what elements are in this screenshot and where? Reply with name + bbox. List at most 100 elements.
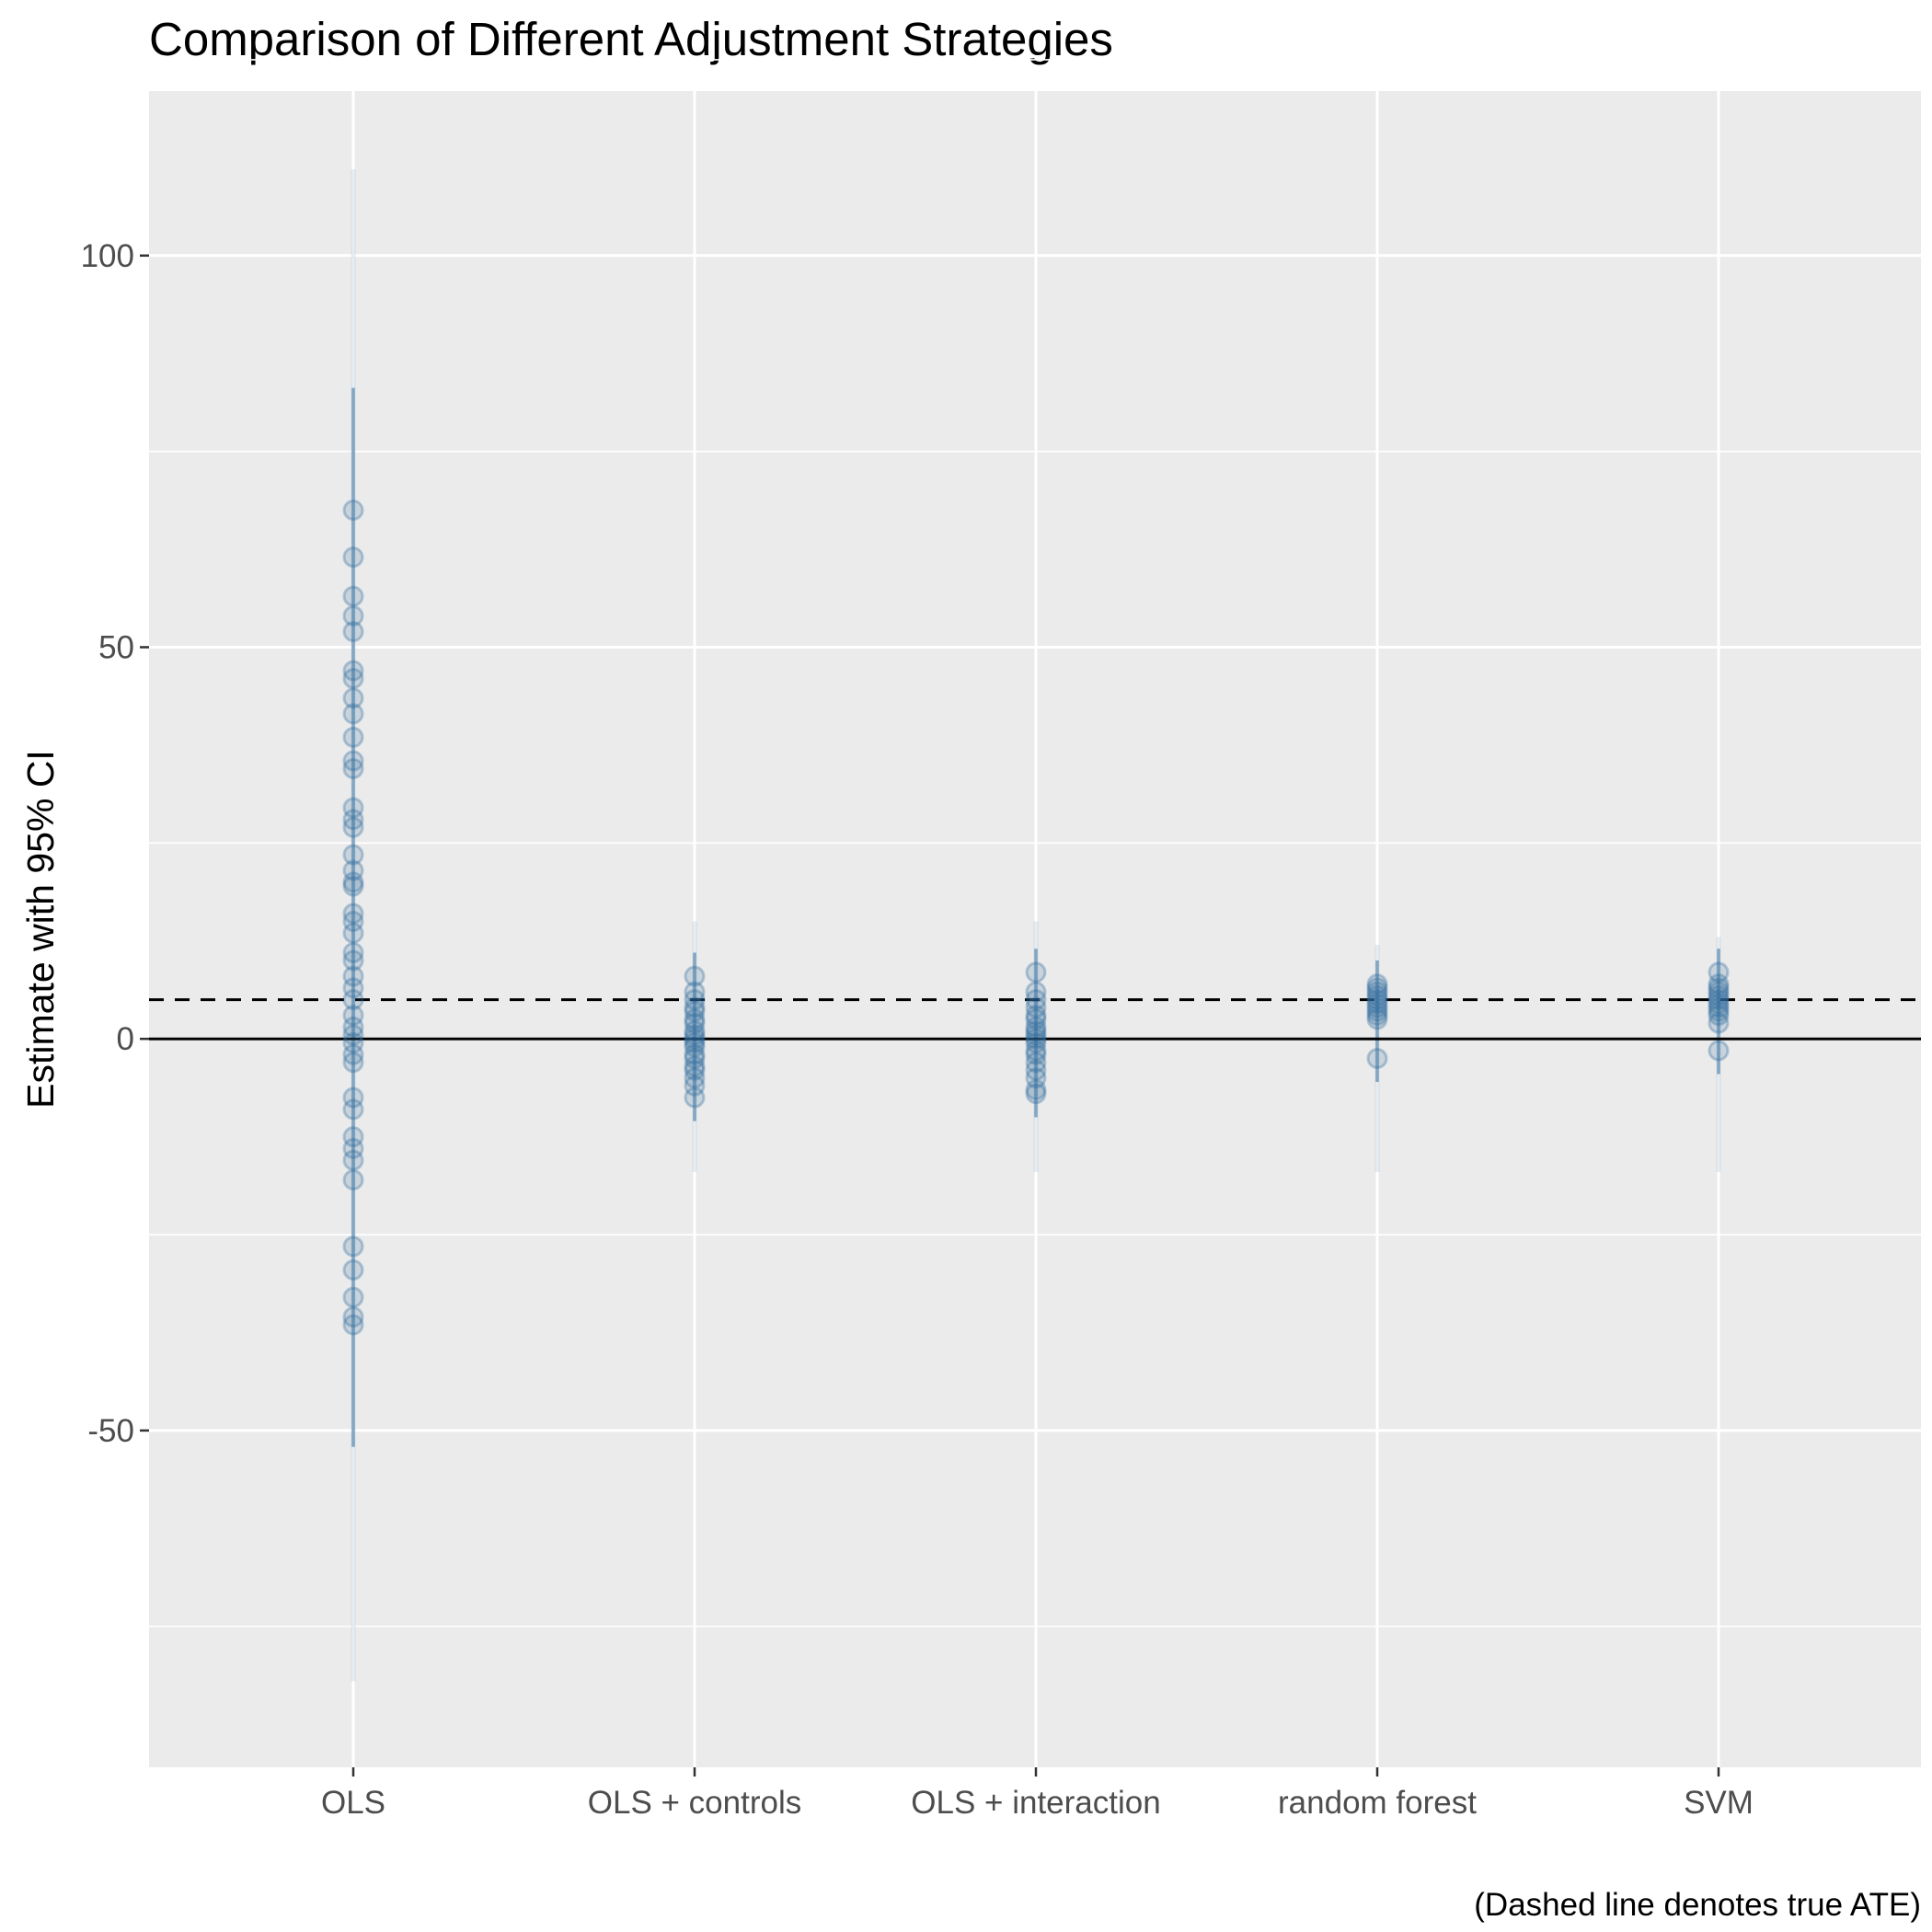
estimate-point — [684, 1031, 706, 1053]
estimate-point — [1366, 1000, 1388, 1022]
estimate-point — [342, 604, 364, 627]
estimate-point — [1366, 1005, 1388, 1027]
estimate-point — [684, 1028, 706, 1050]
estimate-point — [684, 981, 706, 1003]
estimate-point — [684, 1067, 706, 1089]
y-tick-label: 50 — [98, 629, 134, 665]
estimate-point — [1025, 1052, 1047, 1074]
estimate-point — [1025, 1079, 1047, 1101]
chart-title: Comparison of Different Adjustment Strat… — [149, 13, 1113, 65]
estimate-point — [1366, 996, 1388, 1018]
y-tick-label: 0 — [117, 1021, 134, 1057]
estimate-point — [1708, 1000, 1730, 1022]
axes: 100 50 0 -50 OLS OLS + controls OLS + interact… — [81, 238, 1754, 1821]
estimate-point — [342, 1016, 364, 1038]
estimate-point — [342, 809, 364, 831]
estimate-point — [684, 1075, 706, 1097]
estimate-point — [342, 1149, 364, 1171]
estimate-point — [1025, 1020, 1047, 1042]
estimate-point — [1708, 1012, 1730, 1034]
estimate-point — [342, 1031, 364, 1053]
estimate-point — [342, 875, 364, 897]
estimate-point — [684, 1043, 706, 1065]
estimate-point — [1025, 1005, 1047, 1027]
estimate-point — [1366, 977, 1388, 999]
estimate-point — [342, 922, 364, 944]
estimate-point — [1708, 1005, 1730, 1027]
estimate-point — [342, 1259, 364, 1281]
estimate-point — [1366, 993, 1388, 1015]
estimate-point — [684, 1047, 706, 1069]
estimate-point — [342, 620, 364, 642]
estimate-point — [342, 546, 364, 569]
estimate-point — [684, 1012, 706, 1034]
estimate-point — [342, 703, 364, 725]
reference-lines — [149, 998, 1921, 1041]
estimate-point — [342, 1168, 364, 1190]
estimate-point — [342, 585, 364, 607]
estimate-point — [1025, 1083, 1047, 1105]
estimate-point — [342, 750, 364, 772]
estimate-point — [342, 1024, 364, 1046]
estimate-point — [1025, 981, 1047, 1003]
y-axis-title: Estimate with 95% CI — [19, 750, 62, 1109]
estimate-point — [342, 1137, 364, 1159]
estimate-point — [1708, 973, 1730, 995]
estimate-point — [342, 1087, 364, 1109]
estimate-point — [342, 1043, 364, 1065]
estimate-point — [342, 668, 364, 690]
estimate-point — [342, 726, 364, 748]
estimate-point — [342, 1314, 364, 1336]
estimate-point — [684, 1008, 706, 1030]
estimate-point — [342, 816, 364, 838]
confidence-intervals — [351, 169, 1721, 1682]
estimate-point — [342, 903, 364, 925]
estimate-point — [1025, 996, 1047, 1018]
estimate-point — [684, 965, 706, 987]
estimate-point — [342, 989, 364, 1011]
estimate-point — [1025, 1067, 1047, 1089]
estimate-point — [1025, 1016, 1047, 1038]
estimate-point — [342, 871, 364, 893]
estimate-point — [1025, 1059, 1047, 1081]
estimate-point — [342, 965, 364, 987]
estimate-point — [1708, 1040, 1730, 1062]
estimate-point — [1708, 977, 1730, 999]
estimate-point — [342, 1305, 364, 1328]
estimate-point — [1025, 989, 1047, 1011]
y-tick-label: 100 — [81, 238, 134, 274]
estimate-point — [342, 1286, 364, 1308]
estimate-point — [1025, 1043, 1047, 1065]
estimate-point — [1366, 1047, 1388, 1069]
estimate-point — [1025, 961, 1047, 983]
estimate-point — [684, 1059, 706, 1081]
estimate-point — [684, 1024, 706, 1046]
y-tick-label: -50 — [87, 1413, 134, 1449]
estimate-point — [1025, 1040, 1047, 1062]
chart-caption: (Dashed line denotes true ATE) — [1474, 1887, 1921, 1923]
estimate-point — [1366, 1008, 1388, 1030]
estimate-point — [342, 500, 364, 521]
estimate-point — [684, 1036, 706, 1058]
estimate-point — [342, 859, 364, 881]
estimate-point — [342, 797, 364, 819]
estimate-point — [342, 977, 364, 999]
estimate-point — [684, 996, 706, 1018]
estimate-point — [1708, 981, 1730, 1003]
estimate-point — [342, 1236, 364, 1258]
estimate-point — [342, 844, 364, 866]
estimate-point — [342, 1126, 364, 1148]
estimate-point — [1025, 1008, 1047, 1030]
estimate-points — [342, 500, 1730, 1336]
estimate-point — [1025, 1031, 1047, 1053]
x-tick-label: OLS — [321, 1785, 385, 1821]
x-tick-label: OLS + interaction — [911, 1785, 1160, 1821]
estimate-point — [1708, 984, 1730, 1006]
estimate-point — [342, 1005, 364, 1027]
estimate-point — [684, 989, 706, 1011]
estimate-point — [684, 1020, 706, 1042]
estimate-point — [1708, 996, 1730, 1018]
estimate-point — [684, 1000, 706, 1022]
estimate-point — [1708, 989, 1730, 1011]
